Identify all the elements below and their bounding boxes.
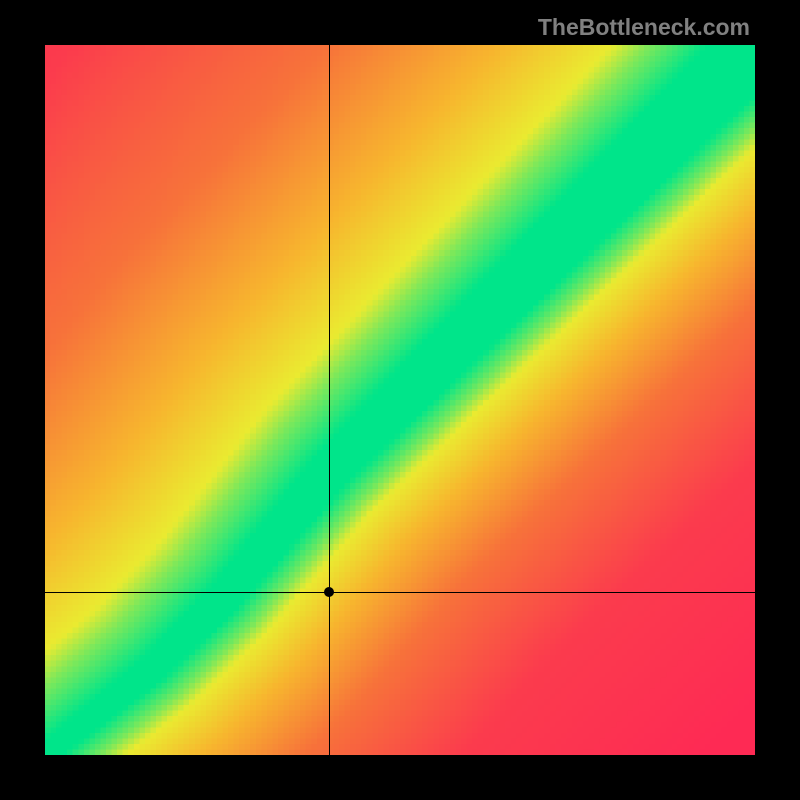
crosshair-vertical: [329, 45, 330, 755]
heatmap-area: [45, 45, 755, 755]
watermark-text: TheBottleneck.com: [538, 14, 750, 41]
crosshair-horizontal: [45, 592, 755, 593]
crosshair-marker: [324, 587, 334, 597]
heatmap-canvas: [45, 45, 755, 755]
chart-container: TheBottleneck.com: [0, 0, 800, 800]
